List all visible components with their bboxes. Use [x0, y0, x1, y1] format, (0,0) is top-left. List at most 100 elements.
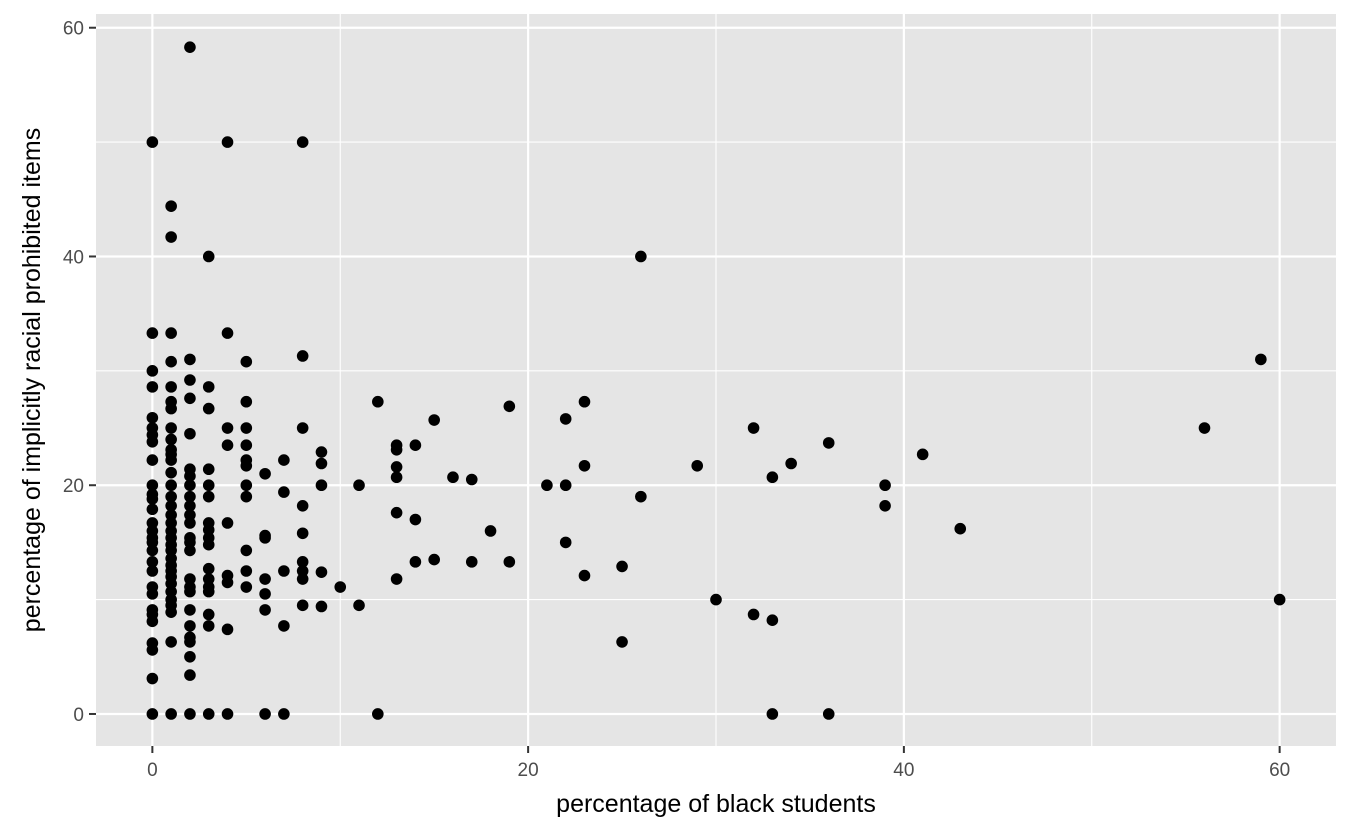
data-point	[165, 636, 177, 648]
data-point	[259, 604, 271, 616]
data-point	[428, 414, 440, 426]
data-point	[202, 620, 215, 632]
data-point	[315, 566, 328, 578]
data-point	[559, 536, 572, 549]
data-point	[184, 669, 196, 681]
data-point	[184, 353, 196, 366]
data-point	[184, 581, 196, 593]
data-point	[616, 636, 628, 648]
data-point	[165, 433, 177, 446]
data-point	[184, 631, 196, 644]
data-point	[578, 459, 591, 472]
data-point	[278, 620, 290, 632]
data-point	[146, 422, 159, 434]
data-point	[165, 708, 177, 720]
data-point	[315, 446, 328, 458]
x-axis-ticks: 0 20 40 60	[147, 746, 1290, 781]
data-point	[165, 231, 177, 243]
data-point	[296, 350, 309, 362]
data-point	[635, 250, 647, 263]
data-point	[954, 522, 967, 535]
data-point	[146, 565, 159, 577]
data-point	[221, 136, 234, 148]
data-point	[616, 560, 628, 573]
data-point	[146, 525, 159, 537]
x-tick-label: 0	[147, 760, 158, 781]
data-point	[428, 553, 440, 566]
data-point	[184, 41, 196, 53]
data-point	[240, 544, 253, 557]
y-tick-label: 20	[63, 476, 84, 497]
data-point	[184, 490, 196, 503]
data-point	[184, 392, 196, 405]
data-point	[202, 562, 215, 575]
x-axis-title: percentage of black students	[556, 790, 876, 818]
data-point	[221, 708, 234, 720]
data-point	[240, 395, 253, 408]
y-axis-ticks: 0 20 40 60	[63, 19, 96, 726]
data-point	[465, 556, 478, 568]
data-point	[184, 517, 196, 529]
data-point	[766, 471, 779, 484]
data-point	[146, 327, 159, 339]
data-point	[353, 479, 365, 492]
data-point	[296, 599, 309, 612]
data-point	[184, 374, 196, 386]
data-point	[202, 381, 215, 393]
data-point	[278, 708, 290, 720]
data-point	[146, 381, 159, 393]
data-point	[202, 532, 215, 544]
data-point	[503, 556, 516, 568]
data-point	[184, 479, 196, 492]
data-point	[221, 422, 234, 434]
data-point	[785, 457, 797, 470]
data-point	[165, 395, 177, 408]
data-point	[503, 400, 516, 413]
data-point	[184, 532, 196, 544]
data-point	[879, 500, 891, 512]
data-point	[184, 427, 196, 440]
data-point	[202, 402, 215, 415]
x-tick-label: 60	[1269, 760, 1290, 781]
data-point	[465, 473, 478, 486]
data-point	[296, 136, 309, 148]
data-point	[259, 529, 271, 542]
data-point	[165, 500, 177, 512]
data-point	[146, 544, 159, 557]
data-point	[447, 471, 459, 484]
data-point	[259, 573, 271, 585]
data-point	[372, 395, 384, 408]
data-point	[146, 517, 159, 529]
data-point	[165, 466, 177, 479]
data-point	[184, 708, 196, 720]
data-point	[240, 479, 253, 492]
data-point	[165, 509, 177, 521]
data-point	[184, 509, 196, 521]
data-point	[221, 439, 234, 451]
data-point	[165, 490, 177, 503]
data-point	[1273, 593, 1286, 606]
data-point	[202, 708, 215, 720]
data-point	[390, 471, 403, 484]
data-point	[165, 381, 177, 393]
data-point	[766, 614, 779, 626]
data-point	[202, 479, 215, 492]
data-point	[296, 573, 309, 585]
data-point	[146, 488, 159, 501]
data-point	[240, 454, 253, 466]
data-point	[710, 593, 722, 606]
data-point	[315, 600, 328, 613]
data-point	[240, 490, 253, 503]
data-point	[146, 136, 159, 148]
data-point	[879, 479, 891, 492]
data-point	[822, 708, 835, 720]
data-point	[559, 413, 572, 425]
x-tick-label: 20	[518, 760, 539, 781]
data-point	[202, 608, 215, 621]
data-point	[296, 556, 309, 568]
data-point	[578, 569, 591, 582]
data-point	[296, 565, 309, 577]
data-point	[240, 422, 253, 434]
data-point	[146, 604, 159, 616]
data-point	[221, 623, 234, 636]
